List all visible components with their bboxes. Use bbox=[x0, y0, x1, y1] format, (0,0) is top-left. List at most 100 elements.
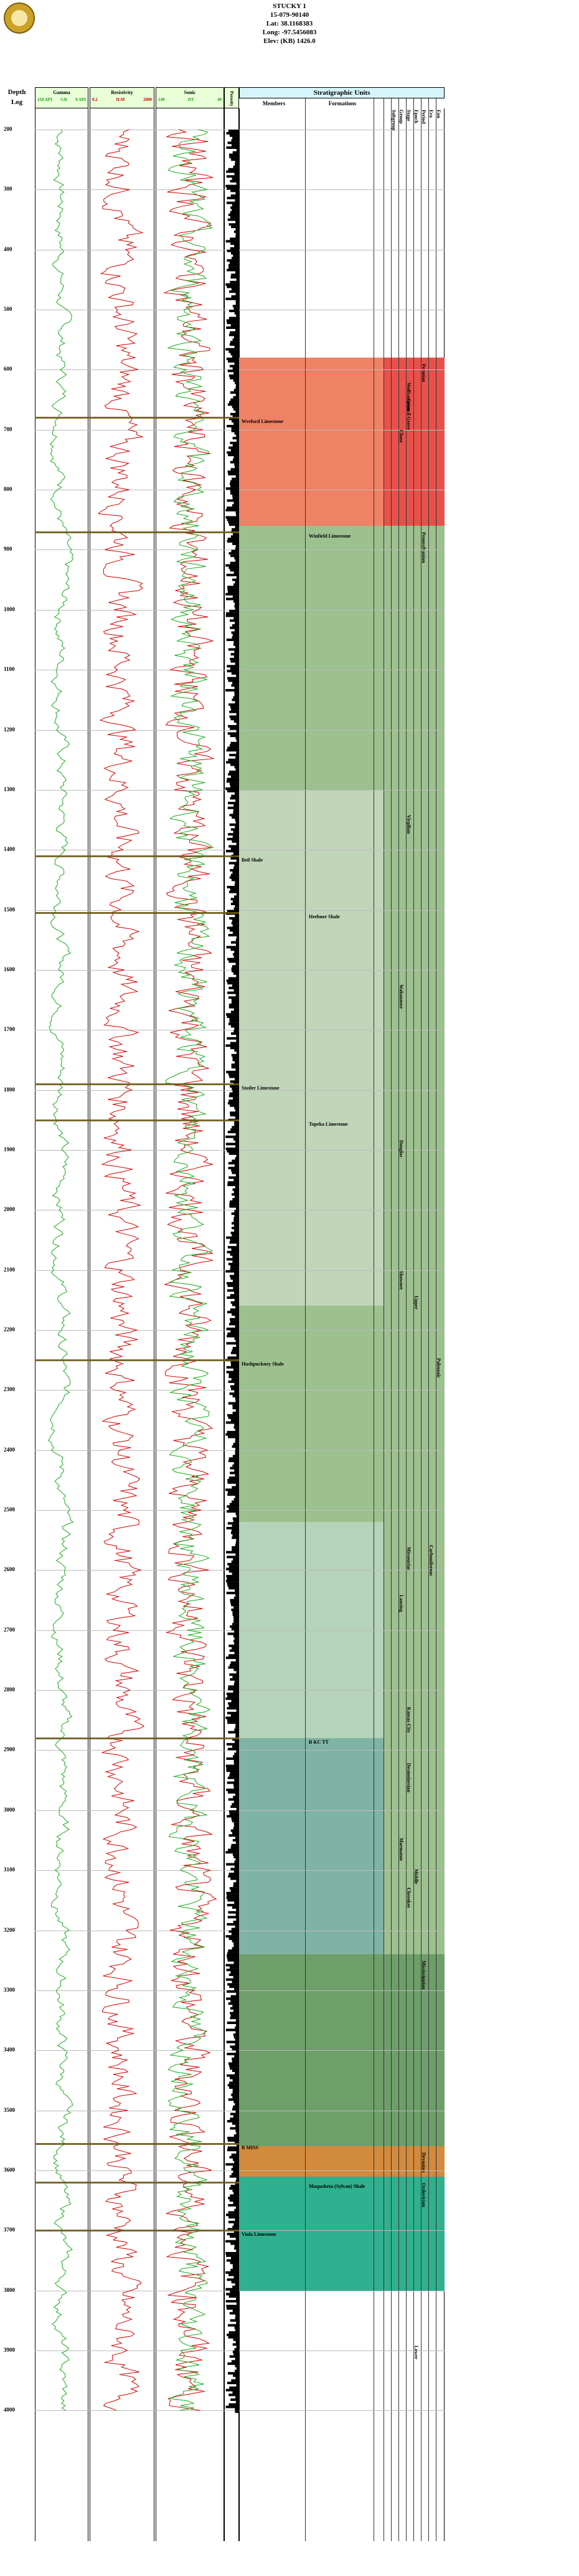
formation-top-line bbox=[35, 2142, 239, 2145]
porosity-bar bbox=[234, 311, 239, 315]
porosity-bar bbox=[225, 348, 239, 351]
porosity-bar bbox=[225, 2405, 239, 2408]
porosity-bar bbox=[228, 1166, 239, 1169]
porosity-bar bbox=[228, 1973, 239, 1976]
depth-label: 700 bbox=[4, 425, 12, 432]
porosity-bar bbox=[230, 2268, 239, 2271]
porosity-bar bbox=[226, 1527, 239, 1529]
porosity-bar bbox=[230, 280, 239, 283]
formation-top-line bbox=[35, 2230, 239, 2232]
porosity-bar bbox=[232, 1412, 239, 1414]
porosity-bar bbox=[231, 708, 239, 711]
porosity-bar bbox=[226, 319, 239, 322]
porosity-bar bbox=[234, 629, 239, 632]
porosity-bar bbox=[227, 1721, 239, 1724]
porosity-bar bbox=[226, 2254, 239, 2257]
porosity-bar bbox=[232, 1087, 239, 1090]
porosity-bar bbox=[228, 703, 239, 706]
depth-gridline bbox=[35, 1270, 445, 1271]
porosity-bar bbox=[234, 1752, 239, 1756]
porosity-bar bbox=[233, 852, 239, 855]
porosity-bar bbox=[233, 1784, 239, 1787]
porosity-bar bbox=[232, 1188, 239, 1191]
porosity-bar bbox=[232, 542, 239, 545]
porosity-bar bbox=[225, 1421, 239, 1424]
stage-band bbox=[239, 358, 384, 526]
porosity-bar bbox=[228, 1798, 239, 1801]
porosity-bar bbox=[230, 1277, 239, 1280]
header-subgroup: Subgroup bbox=[391, 110, 397, 131]
porosity-bar bbox=[227, 1707, 239, 1710]
porosity-bar bbox=[232, 2070, 239, 2072]
porosity-bar bbox=[232, 178, 239, 181]
porosity-bar bbox=[230, 1661, 239, 1664]
formation-label: Stotler Limestone bbox=[242, 1085, 280, 1091]
porosity-bar bbox=[235, 1544, 239, 1546]
porosity-bar bbox=[229, 2355, 239, 2358]
res-scale-mid: ILM bbox=[116, 97, 125, 102]
porosity-bar bbox=[228, 264, 239, 267]
porosity-bar bbox=[227, 1694, 239, 1698]
porosity-bar bbox=[230, 449, 239, 452]
porosity-bar bbox=[236, 893, 239, 896]
label-paleozoic: Paleozoic bbox=[436, 1358, 441, 1378]
porosity-bar bbox=[235, 819, 239, 822]
porosity-bar bbox=[232, 151, 239, 154]
label-marmaton: Marmaton bbox=[398, 1838, 404, 1861]
porosity-bar bbox=[235, 302, 239, 305]
porosity-bar bbox=[229, 2065, 239, 2068]
porosity-bar bbox=[228, 1587, 239, 1590]
porosity-bar bbox=[235, 1512, 239, 1515]
porosity-bar bbox=[225, 787, 239, 790]
porosity-bar bbox=[226, 326, 239, 329]
porosity-bar bbox=[235, 2400, 239, 2403]
porosity-bar bbox=[229, 1392, 239, 1395]
porosity-bar bbox=[227, 789, 239, 792]
porosity-bar bbox=[225, 2300, 239, 2303]
porosity-bar bbox=[234, 1390, 239, 1393]
gamma-scale-left: 150 API bbox=[37, 97, 52, 102]
porosity-bar bbox=[233, 1759, 239, 1762]
depth-gridline bbox=[35, 789, 445, 791]
porosity-bar bbox=[226, 1769, 239, 1772]
porosity-bar bbox=[227, 2149, 239, 2152]
porosity-bar bbox=[230, 869, 239, 872]
depth-label: 3400 bbox=[4, 2046, 15, 2053]
porosity-bar bbox=[235, 465, 239, 468]
porosity-bar bbox=[233, 1138, 239, 1141]
porosity-bar bbox=[228, 2216, 239, 2219]
porosity-bar bbox=[227, 1562, 239, 1566]
porosity-bar bbox=[232, 1090, 239, 1093]
porosity-bar bbox=[232, 1313, 239, 1316]
porosity-bar bbox=[229, 1966, 239, 1969]
porosity-bar bbox=[229, 782, 239, 786]
label-carboniferous: Carboniferous bbox=[428, 1545, 434, 1576]
porosity-bar bbox=[233, 2105, 239, 2108]
porosity-bar bbox=[226, 2304, 239, 2307]
porosity-bar bbox=[228, 1810, 239, 1813]
porosity-bar bbox=[230, 1301, 239, 1304]
porosity-bar bbox=[234, 1988, 239, 1990]
porosity-bar bbox=[233, 809, 239, 812]
porosity-bar bbox=[228, 1460, 239, 1463]
porosity-bar bbox=[236, 2302, 239, 2305]
porosity-bar bbox=[230, 1625, 239, 1628]
porosity-bar bbox=[229, 364, 239, 368]
depth-label: 3700 bbox=[4, 2227, 15, 2233]
porosity-bar bbox=[232, 136, 239, 140]
porosity-bar bbox=[232, 1820, 239, 1823]
porosity-bar bbox=[231, 2379, 239, 2382]
porosity-bar bbox=[235, 938, 239, 941]
porosity-bar bbox=[230, 482, 239, 485]
porosity-bar bbox=[235, 2408, 239, 2411]
porosity-bar bbox=[235, 1186, 239, 1189]
porosity-bar bbox=[227, 910, 239, 913]
porosity-bar bbox=[233, 2115, 239, 2118]
porosity-bar bbox=[233, 696, 239, 699]
depth-gridline bbox=[35, 1870, 445, 1871]
porosity-bar bbox=[227, 1491, 239, 1494]
porosity-bar bbox=[236, 1992, 239, 1995]
porosity-bar bbox=[232, 900, 239, 903]
porosity-bar bbox=[236, 1035, 239, 1037]
porosity-bar bbox=[227, 1959, 239, 1962]
